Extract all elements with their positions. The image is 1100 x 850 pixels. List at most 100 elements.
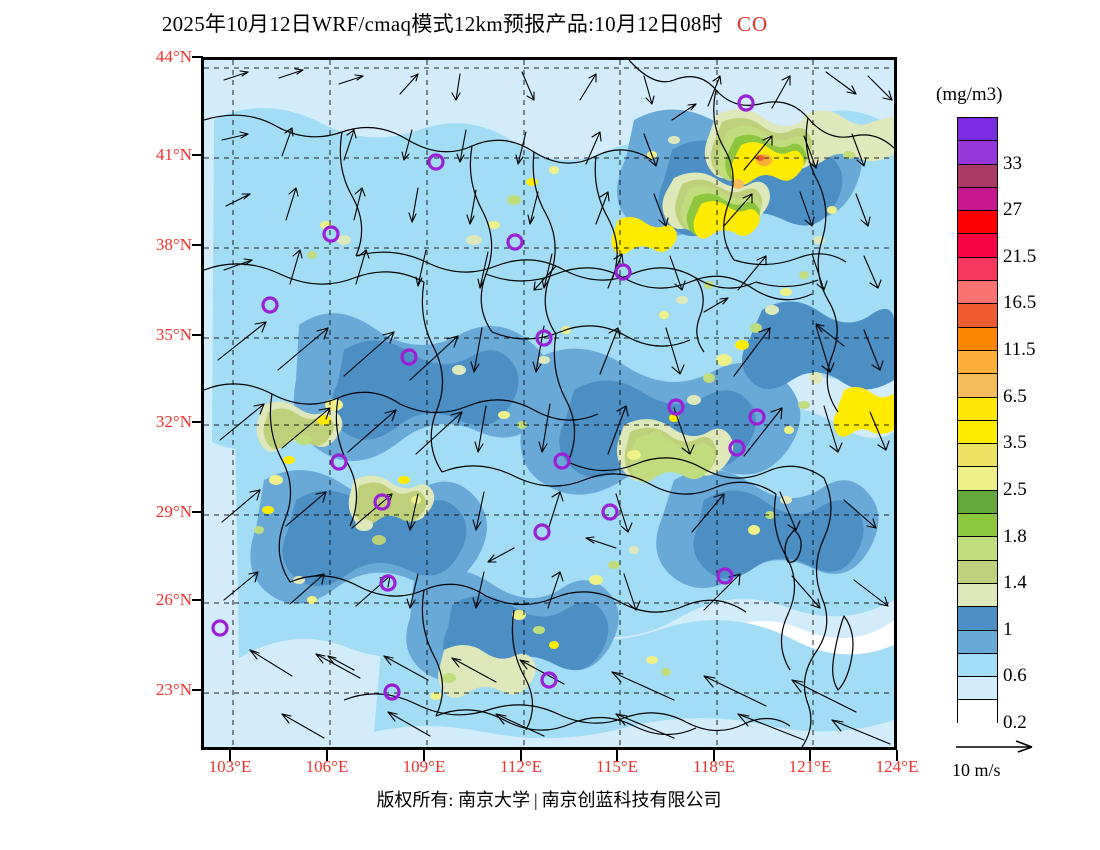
colorbar-segment[interactable] bbox=[958, 187, 997, 212]
colorbar-segment[interactable] bbox=[958, 630, 997, 654]
contour-speckles bbox=[254, 134, 869, 700]
station-markers[interactable] bbox=[211, 94, 766, 701]
longitude-tick-label: 103°E bbox=[208, 757, 252, 776]
latitude-tick-mark bbox=[192, 244, 203, 246]
colorbar-segment[interactable] bbox=[958, 607, 997, 631]
colorbar-segment[interactable] bbox=[958, 164, 997, 188]
colorbar-segment[interactable] bbox=[958, 304, 997, 328]
map-panel[interactable] bbox=[201, 57, 897, 750]
colorbar-tick-label: 3.5 bbox=[1003, 432, 1027, 454]
title-species: CO bbox=[737, 12, 769, 36]
copyright-notice: 版权所有: 南京大学 | 南京创蓝科技有限公司 bbox=[201, 786, 897, 812]
wind-vectors bbox=[217, 68, 893, 745]
longitude-tick-mark bbox=[229, 750, 231, 761]
station-circle bbox=[322, 225, 340, 243]
station-circle bbox=[553, 452, 571, 470]
colorbar-tick-label: 1 bbox=[1003, 618, 1013, 640]
colorbar-segment[interactable] bbox=[958, 653, 997, 678]
station-circle bbox=[533, 523, 551, 541]
copyright-company: 南京创蓝科技有限公司 bbox=[541, 790, 722, 810]
colorbar-segment[interactable] bbox=[958, 141, 997, 165]
copyright-separator: | bbox=[533, 790, 538, 810]
colorbar[interactable] bbox=[957, 117, 998, 724]
longitude-tick-label: 121°E bbox=[788, 757, 832, 776]
colorbar-segment[interactable] bbox=[958, 514, 997, 538]
latitude-tick-label: 23°N bbox=[155, 680, 192, 699]
concentration-field bbox=[204, 60, 894, 747]
colorbar-segment[interactable] bbox=[958, 537, 997, 561]
colorbar-segment[interactable] bbox=[958, 677, 997, 701]
colorbar-segment[interactable] bbox=[958, 211, 997, 235]
station-circle bbox=[716, 567, 734, 585]
station-circle bbox=[748, 408, 766, 426]
colorbar-segment[interactable] bbox=[958, 118, 997, 142]
latitude-tick-label: 32°N bbox=[155, 412, 192, 431]
colorbar-segment[interactable] bbox=[958, 257, 997, 282]
latitude-tick-mark bbox=[192, 421, 203, 423]
colorbar-segment[interactable] bbox=[958, 397, 997, 421]
colorbar-segment[interactable] bbox=[958, 327, 997, 351]
colorbar-tick-label: 0.2 bbox=[1003, 712, 1027, 733]
longitude-tick-mark bbox=[809, 750, 811, 761]
station-circle bbox=[614, 263, 632, 281]
colorbar-tick-label: 1.8 bbox=[1003, 525, 1027, 547]
station-circle bbox=[667, 398, 685, 416]
colorbar-segment[interactable] bbox=[958, 700, 997, 724]
station-circle bbox=[383, 683, 401, 701]
station-circle bbox=[535, 329, 553, 347]
colorbar-tick-label: 0.6 bbox=[1003, 665, 1027, 687]
colorbar-segment[interactable] bbox=[958, 560, 997, 584]
latitude-tick-label: 35°N bbox=[155, 325, 192, 344]
colorbar-segment[interactable] bbox=[958, 234, 997, 258]
longitude-tick-mark bbox=[326, 750, 328, 761]
longitude-tick-label: 109°E bbox=[402, 757, 446, 776]
colorbar-tick-label: 1.4 bbox=[1003, 572, 1027, 594]
title-text: 2025年10月12日WRF/cmaq模式12km预报产品:10月12日08时 bbox=[161, 12, 723, 36]
colorbar-segment[interactable] bbox=[958, 374, 997, 398]
wind-arrow-icon bbox=[956, 740, 1033, 753]
map-canvas bbox=[204, 60, 894, 747]
wind-scale-legend: 10 m/s bbox=[952, 738, 1082, 786]
colorbar-units-label: (mg/m3) bbox=[936, 84, 1003, 105]
latitude-tick-mark bbox=[192, 56, 203, 58]
station-circle bbox=[601, 503, 619, 521]
longitude-tick-label: 112°E bbox=[499, 757, 543, 776]
station-circle bbox=[506, 233, 524, 251]
station-circle bbox=[261, 296, 279, 314]
latitude-tick-label: 38°N bbox=[155, 235, 192, 254]
station-circle bbox=[728, 439, 746, 457]
colorbar-segment[interactable] bbox=[958, 420, 997, 445]
colorbar-tick-label: 33 bbox=[1003, 152, 1022, 174]
station-circle bbox=[427, 153, 445, 171]
contour-level-16.5 bbox=[732, 154, 772, 189]
latitude-tick-mark bbox=[192, 334, 203, 336]
longitude-tick-label: 106°E bbox=[305, 757, 349, 776]
lat-lon-grid bbox=[204, 60, 894, 747]
colorbar-tick-labels: 33 27 21.5 16.5 11.5 6.5 3.5 2.5 1.8 1.4 1 0.6 0.2 bbox=[1003, 117, 1098, 733]
station-circle bbox=[373, 493, 391, 511]
colorbar-segment[interactable] bbox=[958, 490, 997, 515]
station-circle bbox=[211, 619, 229, 637]
latitude-tick-label: 41°N bbox=[155, 145, 192, 164]
station-circle bbox=[330, 453, 348, 471]
latitude-tick-label: 29°N bbox=[155, 502, 192, 521]
colorbar-segment[interactable] bbox=[958, 444, 997, 468]
latitude-tick-mark bbox=[192, 154, 203, 156]
latitude-axis: 44°N 41°N 38°N 35°N 32°N 29°N 26°N 23°N bbox=[130, 0, 192, 850]
latitude-tick-mark bbox=[192, 599, 203, 601]
colorbar-segment[interactable] bbox=[958, 281, 997, 305]
colorbar-tick-label: 16.5 bbox=[1003, 292, 1037, 314]
longitude-tick-mark bbox=[423, 750, 425, 761]
station-circle bbox=[737, 94, 755, 112]
colorbar-segment[interactable] bbox=[958, 467, 997, 491]
colorbar-segment[interactable] bbox=[958, 583, 997, 608]
colorbar-segment[interactable] bbox=[958, 350, 997, 375]
station-circle bbox=[400, 348, 418, 366]
colorbar-tick-label: 11.5 bbox=[1003, 339, 1036, 361]
latitude-tick-label: 26°N bbox=[155, 590, 192, 609]
colorbar-tick-label: 2.5 bbox=[1003, 478, 1027, 500]
station-circle bbox=[540, 671, 558, 689]
latitude-tick-mark bbox=[192, 511, 203, 513]
longitude-tick-mark bbox=[713, 750, 715, 761]
latitude-tick-mark bbox=[192, 689, 203, 691]
